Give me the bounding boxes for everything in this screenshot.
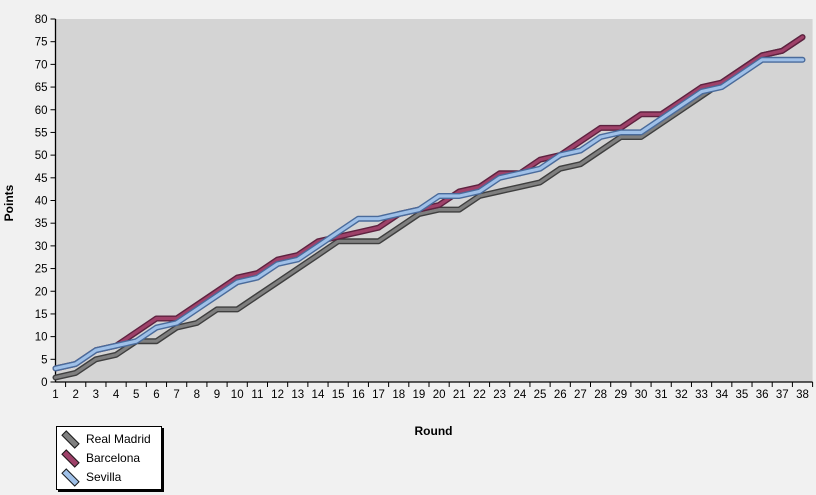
legend-label: Sevilla: [86, 470, 122, 484]
x-tick-label: 23: [493, 389, 506, 401]
x-tick-label: 11: [251, 389, 263, 401]
x-tick-label: 4: [113, 389, 120, 401]
x-tick-label: 28: [594, 389, 607, 401]
series-line-real-madrid: [53, 35, 805, 380]
x-tick-label: 33: [695, 389, 708, 401]
legend-label: Barcelona: [86, 451, 141, 465]
x-tick-label: 24: [513, 389, 526, 401]
y-tick-label: 0: [41, 377, 47, 389]
legend-item-barcelona: Barcelona: [61, 448, 151, 468]
y-tick-label: 75: [35, 37, 48, 49]
y-tick-label: 80: [35, 14, 48, 26]
x-tick-label: 15: [332, 389, 345, 401]
x-tick-label: 22: [473, 389, 486, 401]
y-tick-label: 50: [35, 150, 48, 162]
x-tick-label: 9: [214, 389, 220, 401]
x-tick-label: 8: [194, 389, 200, 401]
y-tick-label: 70: [35, 59, 48, 71]
x-tick-label: 2: [72, 389, 78, 401]
x-tick-label: 14: [312, 389, 325, 401]
x-tick-label: 32: [675, 389, 688, 401]
y-tick-label: 45: [35, 173, 48, 185]
x-tick-label: 16: [352, 389, 365, 401]
x-tick-label: 7: [173, 389, 179, 401]
x-tick-label: 10: [231, 389, 244, 401]
x-tick-label: 29: [614, 389, 627, 401]
x-tick-label: 5: [133, 389, 139, 401]
y-tick-label: 55: [35, 127, 48, 139]
legend-item-sevilla: Sevilla: [61, 467, 151, 487]
series-line-sevilla: [53, 58, 805, 370]
legend-line-swatch-real-madrid: [61, 429, 80, 449]
x-tick-label: 17: [372, 389, 385, 401]
x-tick-label: 36: [756, 389, 769, 401]
x-tick-label: 6: [153, 389, 159, 401]
y-tick-label: 40: [35, 196, 48, 208]
x-tick-label: 26: [554, 389, 567, 401]
y-axis-title: Points: [2, 184, 16, 222]
legend-item-real-madrid: Real Madrid: [61, 429, 151, 449]
x-tick-label: 27: [574, 389, 587, 401]
y-tick-label: 60: [35, 105, 48, 117]
x-axis-title: Round: [414, 424, 453, 438]
legend-line-swatch-barcelona: [61, 448, 80, 468]
y-tick-label: 15: [35, 309, 48, 321]
y-tick-label: 20: [35, 286, 48, 298]
x-tick-label: 20: [433, 389, 446, 401]
y-tick-label: 35: [35, 218, 48, 230]
x-tick-label: 35: [736, 389, 749, 401]
x-tick-label: 3: [93, 389, 99, 401]
y-tick-label: 5: [41, 354, 47, 366]
x-tick-label: 18: [392, 389, 405, 401]
x-tick-label: 31: [655, 389, 668, 401]
legend: Real Madrid Barcelona Sevilla: [56, 426, 162, 490]
y-tick-label: 30: [35, 241, 48, 253]
series-line-barcelona: [53, 35, 805, 370]
x-tick-label: 37: [776, 389, 789, 401]
x-tick-label: 1: [52, 389, 58, 401]
y-tick-label: 25: [35, 264, 48, 276]
x-tick-label: 30: [635, 389, 648, 401]
legend-label: Real Madrid: [86, 432, 151, 446]
y-tick-label: 10: [35, 332, 48, 344]
x-tick-label: 21: [453, 389, 466, 401]
x-tick-label: 12: [271, 389, 284, 401]
x-tick-label: 25: [534, 389, 547, 401]
x-tick-label: 19: [413, 389, 426, 401]
legend-line-swatch-sevilla: [61, 467, 80, 487]
y-tick-label: 65: [35, 82, 48, 94]
x-tick-label: 13: [291, 389, 304, 401]
x-tick-label: 38: [796, 389, 809, 401]
x-tick-label: 34: [715, 389, 728, 401]
